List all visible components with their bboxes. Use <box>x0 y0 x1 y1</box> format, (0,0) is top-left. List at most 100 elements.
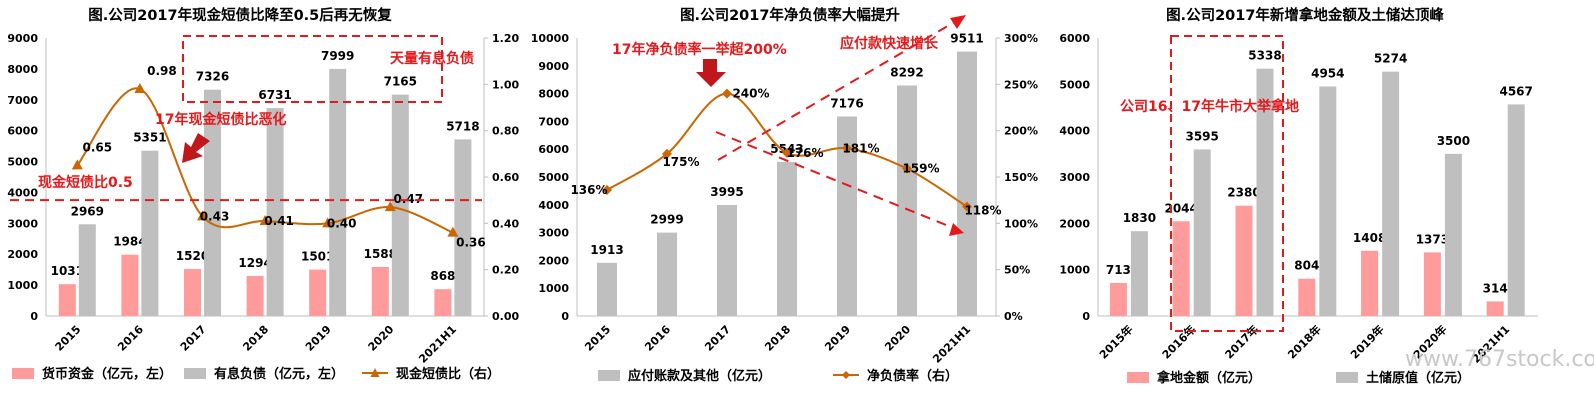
x-tick-label: 2017 <box>178 323 209 354</box>
bar-value-label: 4954 <box>1311 66 1344 80</box>
legend-label: 货币资金（亿元，左） <box>42 366 172 382</box>
bar-series1 <box>1235 205 1253 316</box>
line-point-label: 176% <box>786 146 823 160</box>
legend-marker <box>842 371 850 379</box>
bar-value-label: 868 <box>430 269 455 283</box>
y-left-tick-label: 1000 <box>538 282 569 295</box>
y-left-tick-label: 1000 <box>7 279 38 292</box>
bar-series2 <box>1444 153 1462 316</box>
bar-value-label: 2999 <box>650 213 683 227</box>
line-point <box>259 215 271 226</box>
y-left-tick-label: 9000 <box>538 60 569 73</box>
bar-series2 <box>329 68 347 317</box>
bar-series1 <box>1109 282 1127 316</box>
bar-value-label: 1373 <box>1416 232 1449 246</box>
y-left-tick-label: 0 <box>1082 310 1090 323</box>
y-right-tick-label: 0.40 <box>492 217 519 230</box>
y-left-tick-label: 1000 <box>1059 264 1090 277</box>
legend-label: 有息负债（亿元，左） <box>214 366 344 382</box>
bar-series2 <box>78 224 96 316</box>
x-tick-label: 2019年 <box>1347 322 1386 361</box>
y-left-tick-label: 3000 <box>538 227 569 240</box>
bar-value-label: 1913 <box>590 243 623 257</box>
legend-swatch <box>1127 372 1149 383</box>
y-right-tick-label: 100% <box>1004 217 1038 230</box>
x-tick-label: 2017年 <box>1222 322 1261 361</box>
line-point-label: 118% <box>964 204 1001 218</box>
bar-value-label: 3500 <box>1437 134 1470 148</box>
bar-value-label: 6731 <box>258 88 291 102</box>
y-left-tick-label: 0 <box>30 310 38 323</box>
line-point <box>71 159 83 170</box>
bar-series1 <box>957 51 977 316</box>
chart-1: 图.公司2017年现金短债比降至0.5后再无恢复 0 1000 2000 3000 400… <box>7 6 519 382</box>
bar-value-label: 5338 <box>1248 49 1281 63</box>
bar-value-label: 3595 <box>1185 129 1218 143</box>
bar-series1 <box>434 289 452 316</box>
legend-label: 净负债率（右） <box>867 368 958 384</box>
x-tick-label: 2017 <box>702 323 733 354</box>
bar-series2 <box>141 150 159 316</box>
bar-series1 <box>597 262 617 316</box>
y-left-tick-label: 7000 <box>538 115 569 128</box>
x-tick-label: 2019 <box>303 323 334 354</box>
bar-series1 <box>1361 250 1379 316</box>
watermark: www.767stock.com <box>1405 347 1594 372</box>
y-left-tick-label: 9000 <box>7 32 38 45</box>
line-point <box>842 143 852 154</box>
bar-value-label: 1520 <box>176 249 209 263</box>
line-point <box>902 163 912 174</box>
bar-series1 <box>309 269 327 316</box>
x-tick-label: 2018 <box>762 323 793 354</box>
bar-series2 <box>266 108 284 317</box>
line-point <box>384 201 396 212</box>
y-left-tick-label: 0 <box>561 310 569 323</box>
y-left-tick-label: 3000 <box>7 217 38 230</box>
line-point <box>602 184 612 195</box>
bar-value-label: 7999 <box>321 49 354 63</box>
line-point <box>662 148 672 159</box>
x-tick-label: 2021H1 <box>930 323 973 366</box>
bar-value-label: 1408 <box>1353 231 1386 245</box>
line-point-label: 0.47 <box>393 192 423 206</box>
bar-series2 <box>1256 68 1274 316</box>
line-point-label: 136% <box>570 183 607 197</box>
bar-value-label: 1031 <box>51 264 84 278</box>
y-left-tick-label: 2000 <box>538 254 569 267</box>
line-point <box>134 82 146 93</box>
x-tick-label: 2016 <box>642 323 673 354</box>
chart-title: 图.公司2017年净负债率大幅提升 <box>680 6 900 24</box>
x-tick-label: 2019 <box>822 323 853 354</box>
arrowhead-icon <box>949 223 964 236</box>
chart-title: 图.公司2017年现金短债比降至0.5后再无恢复 <box>88 6 392 24</box>
chart-3: 图.公司2017年新增拿地金额及土储达顶峰 0 1000 2000 3000 4000 50… <box>1059 6 1538 386</box>
bar-value-label: 4567 <box>1499 84 1532 98</box>
bar-series1 <box>1486 301 1504 316</box>
line-point-label: 240% <box>732 87 769 101</box>
chart-title: 图.公司2017年新增拿地金额及土储达顶峰 <box>1166 6 1444 24</box>
bar-value-label: 2969 <box>71 204 104 218</box>
x-tick-label: 2020 <box>366 323 397 354</box>
legend-label: 土储原值（亿元） <box>1366 370 1470 386</box>
x-tick-label: 2016 <box>115 323 146 354</box>
annotation-text: 应付款快速增长 <box>840 35 939 52</box>
line-point-label: 175% <box>662 155 699 169</box>
line-point <box>197 210 208 221</box>
y-right-tick-label: 50% <box>1004 264 1030 277</box>
bar-series1 <box>371 266 389 316</box>
y-left-tick-label: 2000 <box>1059 217 1090 230</box>
trend-arrow-up <box>717 19 959 161</box>
bar-series1 <box>897 85 917 317</box>
x-tick-label: 2018 <box>240 323 271 354</box>
y-left-tick-label: 5000 <box>538 171 569 184</box>
bar-value-label: 3995 <box>710 185 743 199</box>
bar-value-label: 5274 <box>1374 52 1407 66</box>
arrowhead-icon <box>950 15 966 29</box>
bar-series1 <box>837 116 857 316</box>
legend-swatch <box>12 368 34 379</box>
legend-swatch <box>184 368 206 379</box>
line-point-label: 0.98 <box>147 64 177 78</box>
bar-series1 <box>58 284 76 316</box>
bar-series2 <box>1130 231 1148 316</box>
